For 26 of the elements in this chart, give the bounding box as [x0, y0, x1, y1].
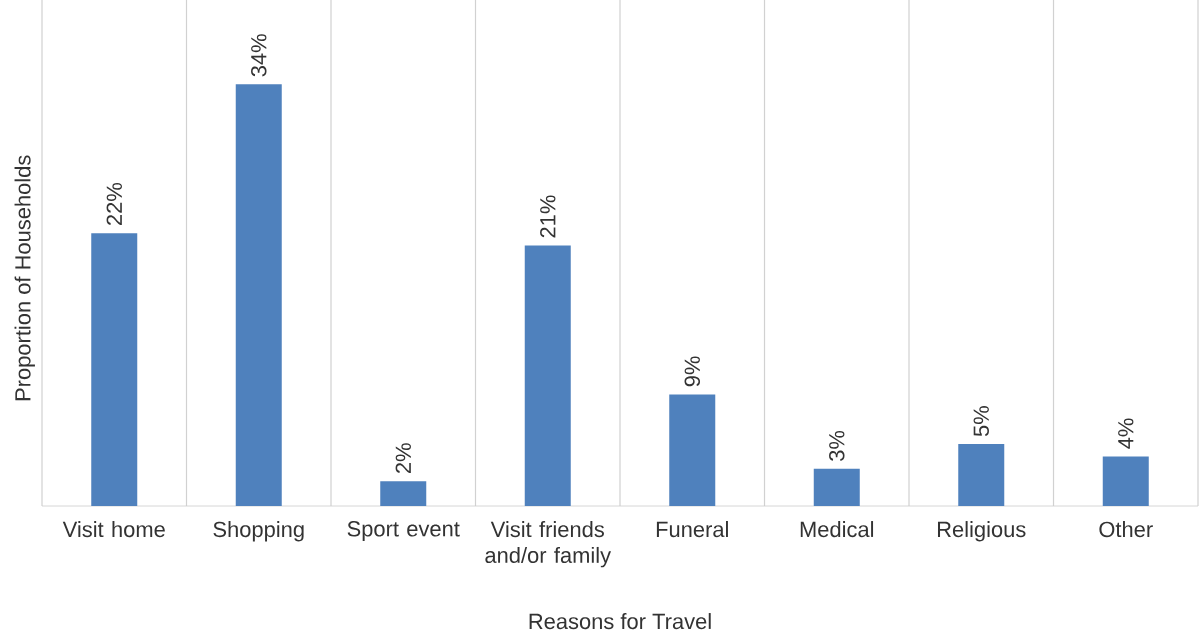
data-label: 34%	[251, 34, 267, 77]
x-tick-label: Religious	[937, 521, 1026, 542]
bar	[958, 443, 1005, 506]
bar	[669, 394, 716, 506]
x-tick-label: Visit friends and/or family	[485, 521, 612, 568]
x-tick-label: Medical	[800, 521, 874, 538]
x-tick-label: Sport event	[347, 521, 460, 541]
bar	[380, 481, 427, 506]
data-label: 21%	[540, 195, 556, 238]
x-axis-title: Reasons for Travel	[529, 613, 711, 630]
x-tick-label: Visit home	[62, 521, 165, 538]
data-label: 9%	[684, 356, 701, 387]
bar	[1102, 456, 1149, 506]
bar	[235, 84, 282, 506]
data-label: 3%	[829, 430, 845, 461]
data-label: 5%	[973, 406, 989, 437]
bar	[813, 468, 860, 506]
x-tick-label: Other	[1099, 521, 1153, 538]
x-tick-label: Shopping	[213, 521, 304, 542]
bar	[91, 233, 138, 506]
data-label: 2%	[395, 443, 411, 474]
x-tick-label: Funeral	[656, 521, 728, 538]
bar	[524, 245, 571, 506]
y-axis-title: Proportion of Households	[14, 155, 35, 401]
data-label: 4%	[1118, 418, 1134, 449]
data-label: 22%	[106, 183, 122, 226]
